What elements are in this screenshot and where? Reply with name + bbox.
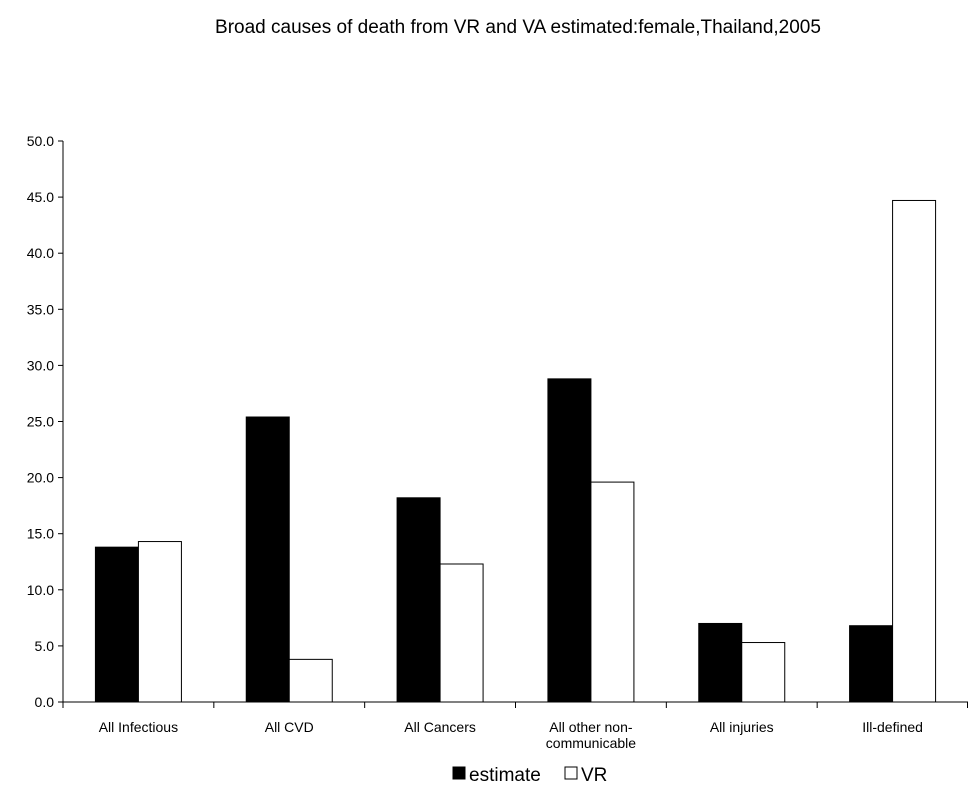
legend-label-vr: VR [581, 765, 607, 786]
y-tick-label: 5.0 [35, 638, 55, 654]
bar-estimate [245, 416, 290, 703]
x-axis: All Infectious All CVD All Cancers All othe… [62, 701, 968, 751]
x-category-label: All Cancers [404, 719, 476, 735]
bar-vr [439, 563, 484, 703]
legend-label-estimate: estimate [469, 765, 541, 786]
chart-title: Broad causes of death from VR and VA est… [215, 17, 821, 38]
y-axis: 0.0 5.0 10.0 15.0 20.0 25.0 30.0 35.0 40.0 45.0 50… [27, 133, 64, 710]
bar-estimate [849, 625, 894, 703]
bar-vr [892, 199, 937, 703]
y-tick-label: 20.0 [27, 470, 54, 486]
y-tick-label: 0.0 [35, 694, 55, 710]
legend-swatch-estimate [452, 766, 466, 780]
y-tick-label: 45.0 [27, 189, 54, 205]
y-tick-label: 35.0 [27, 301, 54, 317]
legend-swatch-vr [564, 766, 578, 780]
bar-estimate [547, 378, 592, 703]
y-tick-label: 40.0 [27, 245, 54, 261]
x-category-label: All CVD [265, 719, 314, 735]
bar-vr [741, 642, 786, 703]
bar-vr [288, 658, 333, 703]
y-tick-label: 15.0 [27, 526, 54, 542]
bar-estimate [698, 622, 743, 703]
x-category-label: Ill-defined [862, 719, 923, 735]
y-tick-label: 25.0 [27, 414, 54, 430]
x-category-label: All injuries [710, 719, 774, 735]
bar-estimate [396, 497, 441, 703]
x-category-label: communicable [546, 735, 636, 751]
x-category-label: All Infectious [99, 719, 178, 735]
y-tick-label: 50.0 [27, 133, 54, 149]
y-tick-label: 10.0 [27, 582, 54, 598]
legend: estimate VR [452, 765, 607, 786]
bar-vr [590, 481, 635, 703]
x-category-label: All other non- [549, 719, 633, 735]
y-tick-label: 30.0 [27, 357, 54, 373]
bar-vr [137, 541, 182, 703]
bar-estimate [94, 546, 139, 703]
bars [94, 199, 937, 703]
